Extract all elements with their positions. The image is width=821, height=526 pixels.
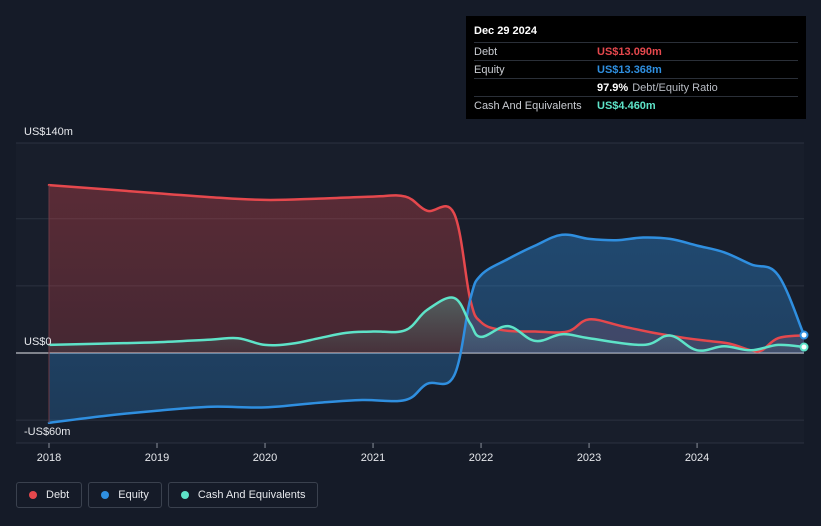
legend-item-debt[interactable]: Debt [16,482,83,508]
cash-line [47,296,806,352]
legend-item-equity[interactable]: Equity [88,482,162,508]
x-tick-label: 2020 [253,452,277,464]
tooltip-row-cash: Cash And Equivalents US$4.460m [474,96,798,114]
chart-legend: Debt Equity Cash And Equivalents [16,482,319,510]
x-tick-label: 2024 [685,452,709,464]
tooltip-panel: Dec 29 2024 Debt US$13.090m Equity US$13… [466,16,806,119]
legend-item-cash[interactable]: Cash And Equivalents [167,482,319,508]
debt-area [49,185,804,353]
tooltip-label: Debt [474,45,498,58]
y-axis-label: US$140m [24,126,73,138]
x-tick-label: 2021 [361,452,385,464]
x-tick-label: 2019 [145,452,169,464]
tooltip-label: Cash And Equivalents [474,99,582,112]
legend-dot-icon [180,491,189,499]
y-axis-label: -US$60m [24,426,70,438]
legend-label: Cash And Equivalents [197,489,306,501]
legend-dot-icon [29,491,37,499]
x-tick-label: 2022 [469,452,493,464]
legend-label: Debt [46,489,70,501]
x-tick-label: 2018 [37,452,61,464]
tooltip-row-ratio: 97.9% Debt/Equity Ratio [474,78,798,96]
tooltip-value: US$4.460m [597,99,656,112]
tooltip-value: US$13.090m [597,45,662,58]
equity-line [47,233,806,425]
tooltip-value: 97.9% [597,81,629,94]
cash-end-marker [799,342,809,352]
legend-label: Equity [118,489,149,501]
tooltip-row-debt: Debt US$13.090m [474,42,798,60]
y-axis-label: US$0 [24,336,52,348]
tooltip-value: US$13.368m [597,63,662,76]
equity-end-marker [799,330,809,340]
tooltip-extra: Debt/Equity Ratio [632,81,718,94]
tooltip-row-equity: Equity US$13.368m [474,60,798,78]
x-tick-label: 2023 [577,452,601,464]
tooltip-date: Dec 29 2024 [474,25,537,37]
debt-line [47,183,806,353]
legend-dot-icon [101,491,110,499]
tooltip-label: Equity [474,63,505,76]
equity-area [49,234,804,423]
